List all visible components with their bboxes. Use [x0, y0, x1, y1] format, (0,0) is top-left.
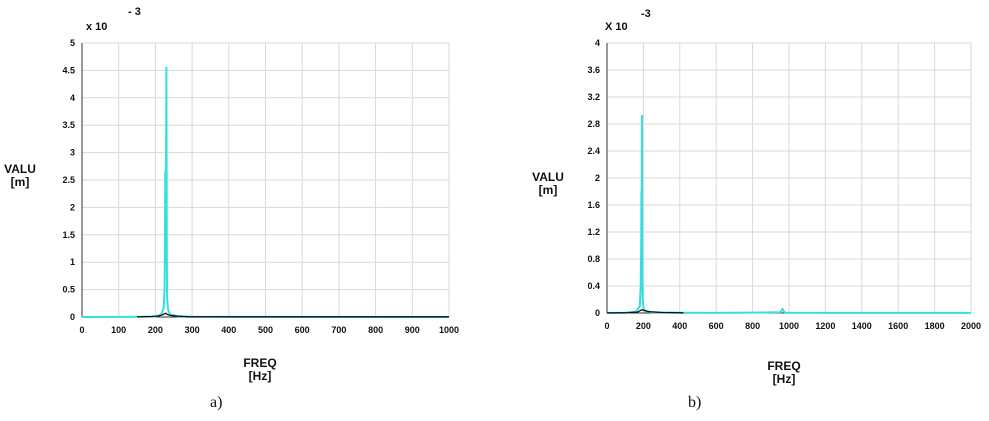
y-tick-label: 4: [595, 38, 600, 48]
x-axis-unit: [Hz]: [249, 369, 272, 383]
axis-multiplier: X 10: [605, 21, 628, 33]
x-tick-label: 200: [636, 321, 651, 331]
x-axis-label: FREQ: [767, 359, 800, 373]
x-tick-label: 600: [295, 325, 310, 335]
x-tick-label: 600: [709, 321, 724, 331]
y-axis-label: VALU: [4, 162, 36, 176]
y-tick-label: 0.5: [62, 285, 75, 295]
x-tick-label: 800: [368, 325, 383, 335]
caption-b: b): [688, 394, 702, 411]
y-tick-label: 3.6: [587, 65, 600, 75]
x-tick-label: 400: [672, 321, 687, 331]
y-tick-label: 1.5: [62, 230, 75, 240]
y-tick-label: 0: [70, 312, 75, 322]
x-tick-label: 100: [111, 325, 126, 335]
x-tick-label: 1200: [815, 321, 835, 331]
x-axis-unit: [Hz]: [773, 372, 796, 386]
x-tick-label: 700: [331, 325, 346, 335]
y-axis-label: VALU: [532, 170, 564, 184]
y-tick-label: 1.6: [587, 200, 600, 210]
chart-panel-b: 0 200 400 600 800 1000 1200 1400 1600 1800 2000 0 0.…: [505, 0, 989, 421]
x-tick-label: 300: [185, 325, 200, 335]
y-tick-label: 0.4: [587, 281, 600, 291]
caption-a: a): [210, 394, 223, 411]
y-tick-label: 5: [70, 38, 75, 48]
series-line-0: [606, 114, 971, 314]
x-tick-label: 900: [405, 325, 420, 335]
y-tick-label: 0: [595, 308, 600, 318]
chart-a-svg: 0 100 200 300 400 500 600 700 800 900 1000 0 0.5 1 1.5…: [4, 6, 459, 383]
y-tick-label: 3: [70, 148, 75, 158]
y-tick-label: 2: [70, 202, 75, 212]
y-tick-label: 2: [595, 173, 600, 183]
axis-exponent: - 3: [128, 6, 141, 18]
series-line-1: [606, 308, 684, 314]
x-tick-label: 0: [79, 325, 84, 335]
y-tick-label: 2.5: [62, 175, 75, 185]
x-tick-label: 1000: [439, 325, 459, 335]
chart-b-svg: 0 200 400 600 800 1000 1200 1400 1600 1800 2000 0 0.…: [532, 8, 981, 386]
axis-multiplier: x 10: [86, 21, 107, 33]
chart-panel-a: 0 100 200 300 400 500 600 700 800 900 1000 0 0.5 1 1.5…: [0, 0, 480, 421]
y-axis-unit: [m]: [539, 183, 558, 197]
x-tick-label: 2000: [961, 321, 981, 331]
series-line-1: [137, 312, 449, 318]
y-tick-label: 4: [70, 93, 75, 103]
x-tick-label: 500: [258, 325, 273, 335]
y-tick-label: 1.2: [587, 227, 600, 237]
x-tick-label: 800: [745, 321, 760, 331]
y-tick-label: 4.5: [62, 65, 75, 75]
y-tick-label: 3.5: [62, 120, 75, 130]
y-tick-label: 2.8: [587, 119, 600, 129]
y-tick-label: 3.2: [587, 92, 600, 102]
x-axis-label: FREQ: [243, 356, 276, 370]
y-axis-unit: [m]: [11, 175, 30, 189]
x-tick-label: 400: [221, 325, 236, 335]
y-tick-label: 0.8: [587, 254, 600, 264]
x-tick-label: 1000: [779, 321, 799, 331]
y-tick-label: 1: [70, 257, 75, 267]
x-tick-label: 1400: [852, 321, 872, 331]
x-tick-label: 200: [148, 325, 163, 335]
axis-exponent: -3: [641, 8, 651, 20]
y-tick-label: 2.4: [587, 146, 600, 156]
x-tick-label: 0: [604, 321, 609, 331]
x-tick-label: 1600: [888, 321, 908, 331]
x-tick-label: 1800: [925, 321, 945, 331]
